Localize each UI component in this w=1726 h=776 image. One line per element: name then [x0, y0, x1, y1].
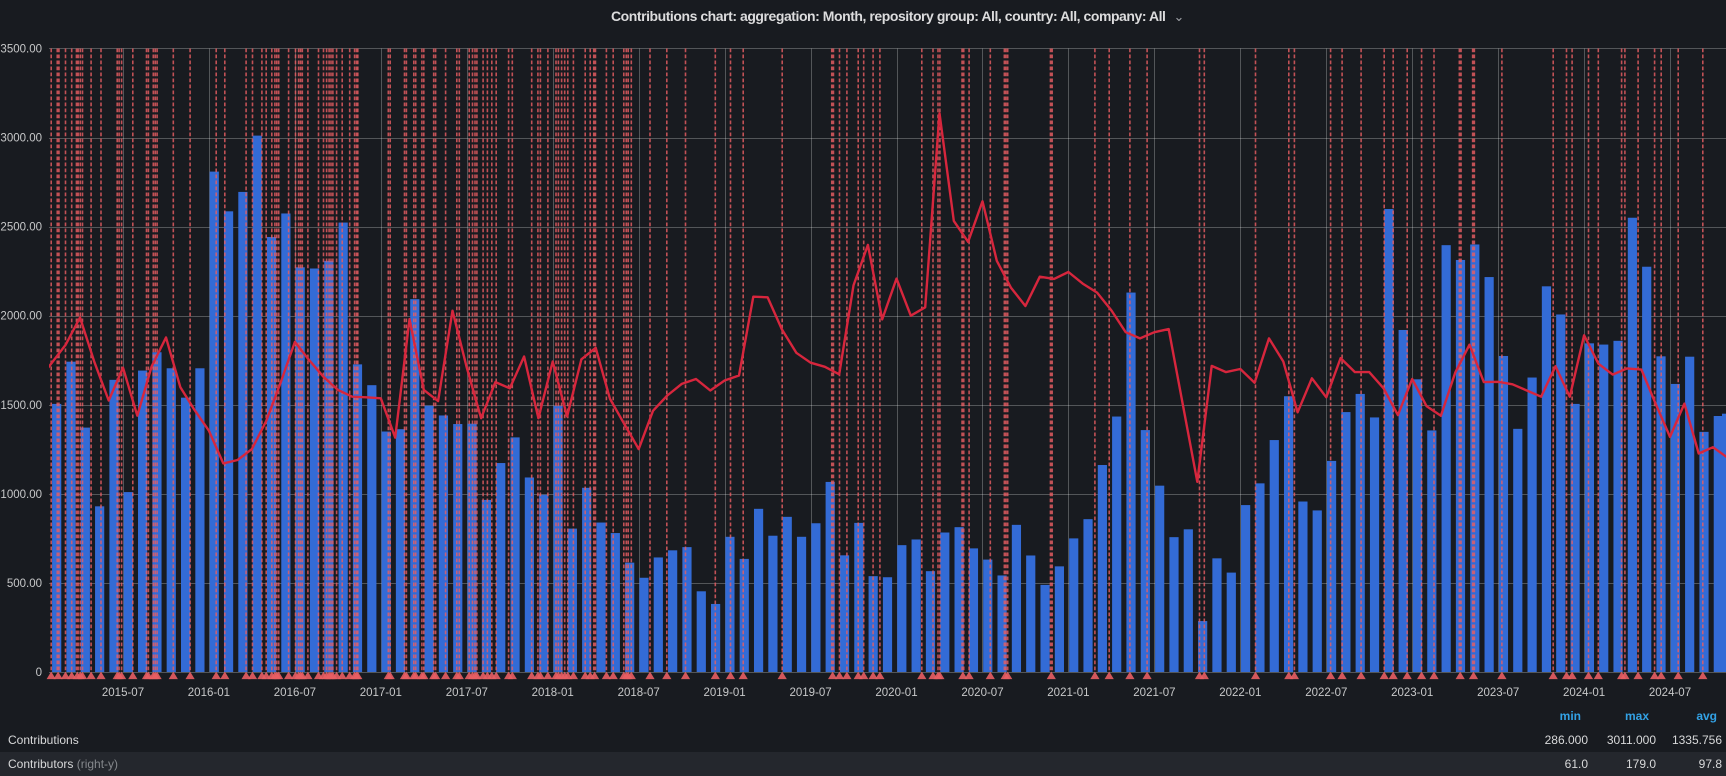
svg-text:2016-07: 2016-07 [274, 687, 316, 699]
svg-text:500.00: 500.00 [7, 578, 42, 590]
svg-text:2016-01: 2016-01 [188, 687, 230, 699]
svg-text:2500.00: 2500.00 [0, 222, 42, 234]
svg-text:2018-07: 2018-07 [618, 687, 660, 699]
svg-text:0: 0 [36, 667, 42, 679]
svg-text:2024-07: 2024-07 [1649, 687, 1691, 699]
svg-text:3500.00: 3500.00 [0, 44, 42, 56]
svg-text:2022-01: 2022-01 [1219, 687, 1261, 699]
svg-text:2019-01: 2019-01 [703, 687, 745, 699]
svg-text:2023-07: 2023-07 [1477, 687, 1519, 699]
svg-text:2015-07: 2015-07 [102, 687, 144, 699]
svg-text:2021-07: 2021-07 [1133, 687, 1175, 699]
svg-text:2018-01: 2018-01 [532, 687, 574, 699]
svg-text:2022-07: 2022-07 [1305, 687, 1347, 699]
svg-text:2021-01: 2021-01 [1047, 687, 1089, 699]
svg-text:2023-01: 2023-01 [1391, 687, 1433, 699]
svg-text:2020-01: 2020-01 [875, 687, 917, 699]
svg-text:2017-07: 2017-07 [446, 687, 488, 699]
svg-text:1500.00: 1500.00 [0, 400, 42, 412]
svg-text:1000.00: 1000.00 [0, 489, 42, 501]
svg-text:2019-07: 2019-07 [789, 687, 831, 699]
svg-text:2000.00: 2000.00 [0, 311, 42, 323]
svg-text:2017-01: 2017-01 [360, 687, 402, 699]
svg-text:2020-07: 2020-07 [961, 687, 1003, 699]
svg-text:2024-01: 2024-01 [1563, 687, 1605, 699]
svg-text:3000.00: 3000.00 [0, 133, 42, 145]
